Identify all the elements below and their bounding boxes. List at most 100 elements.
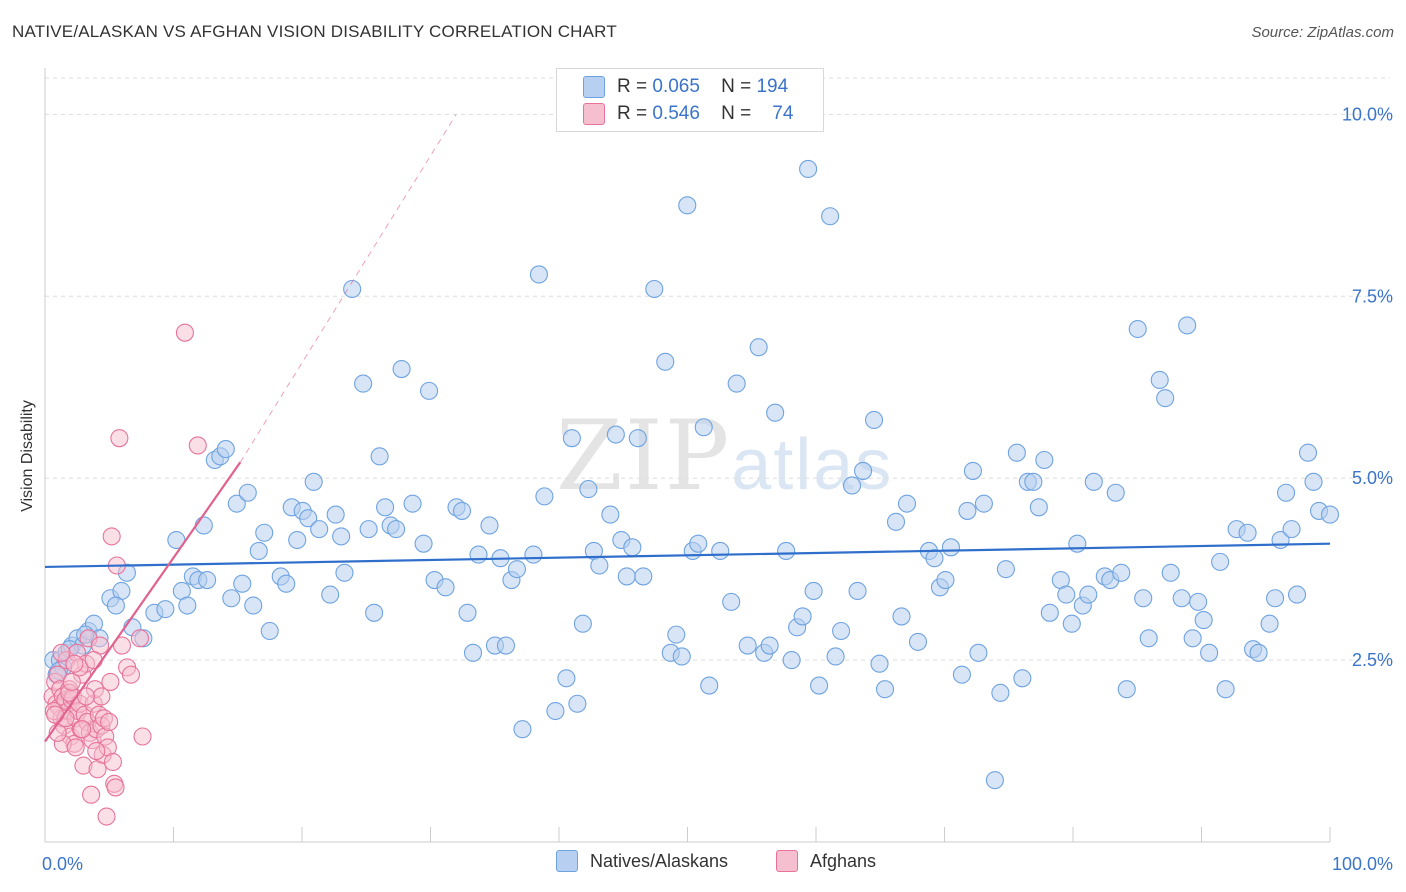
native-point [601,505,620,524]
native-point [963,461,982,480]
native-point [1178,316,1197,335]
bottom-legend-natives: Natives/Alaskans [556,850,728,872]
native-point [332,527,351,546]
native-point [480,516,499,535]
y-tick-label: 10.0% [1342,104,1393,124]
native-point [420,381,439,400]
afghan-point [110,429,129,448]
native-point [1277,483,1296,502]
native-point [1320,505,1340,524]
native-point [436,578,455,597]
native-point [370,447,389,466]
native-point [678,196,697,215]
native-point [672,647,691,666]
native-point [782,651,801,670]
native-point [1150,370,1169,390]
native-point [832,621,851,641]
native-point [376,498,395,517]
legend-r-value: 0.546 [652,103,700,124]
bottom-legend-swatch-natives [556,850,578,872]
native-point [513,720,532,739]
native-point [288,530,307,550]
native-point [238,483,257,502]
native-point [392,359,411,379]
native-point [1194,611,1213,630]
native-point [634,567,653,586]
native-point [1298,443,1318,462]
afghans-trend-line [44,461,242,743]
native-point [1249,643,1268,662]
native-point [870,654,889,673]
native-point [1189,592,1208,611]
native-point [722,592,741,611]
native-point [216,440,235,459]
native-point [853,461,873,480]
native-point [354,374,373,393]
native-point [304,472,323,491]
native-point [689,534,708,553]
trend-lines [44,114,1331,743]
native-point [969,643,988,662]
native-point [524,545,543,564]
native-point [656,352,675,371]
native-point [777,541,796,561]
native-point [496,636,516,655]
afghan-point [82,785,101,804]
native-point [227,494,246,513]
afghan-point [188,436,207,455]
native-point [1128,319,1147,339]
afghan-point [103,752,123,772]
afghan-point [121,665,141,684]
native-point [568,694,587,713]
source-label: Source: ZipAtlas.com [1251,24,1394,41]
legend-r-label: R = [617,103,648,124]
native-point [952,665,971,684]
y-axis-label: Vision Disability [19,400,36,512]
afghan-point [175,323,194,342]
native-point [1172,589,1191,608]
native-point [826,647,845,666]
native-point [233,574,252,593]
afghan-point [52,643,71,662]
afghan-point [97,807,116,826]
native-point [1282,520,1301,539]
legend-n-label: N = [721,103,752,124]
afghan-point [133,727,152,746]
native-point [277,574,296,593]
native-point [1211,552,1230,571]
native-point [1062,614,1081,633]
native-point [573,614,592,633]
native-point [1112,563,1131,582]
native-point [628,429,647,448]
native-point [359,520,378,539]
native-point [1161,563,1180,582]
bottom-legend-swatch-afghans [776,850,798,872]
native-point [727,374,746,393]
native-point [821,207,840,226]
native-point [810,676,829,695]
native-point [1117,680,1136,699]
afghan-point [73,720,92,739]
native-point [546,701,565,721]
native-point [793,607,812,626]
legend-row-afghans: R = 0.546 N = 74 [583,102,793,126]
legend-swatch-afghans [583,103,605,125]
native-point [178,596,197,615]
native-point [996,560,1015,579]
natives-trend-line [44,542,1331,569]
native-point [335,563,354,582]
native-point [1106,483,1125,502]
native-point [908,632,928,651]
native-point [249,541,268,561]
native-point [198,571,217,590]
native-point [387,520,406,539]
afghan-point [100,712,119,731]
afghan-point [87,741,106,761]
native-point [1057,585,1076,604]
legend-n-value: 74 [772,103,794,124]
afghan-point [92,687,111,706]
native-point [458,603,477,622]
native-point [804,581,823,601]
x-tick-label: 100.0% [1332,854,1393,874]
native-point [711,541,730,561]
